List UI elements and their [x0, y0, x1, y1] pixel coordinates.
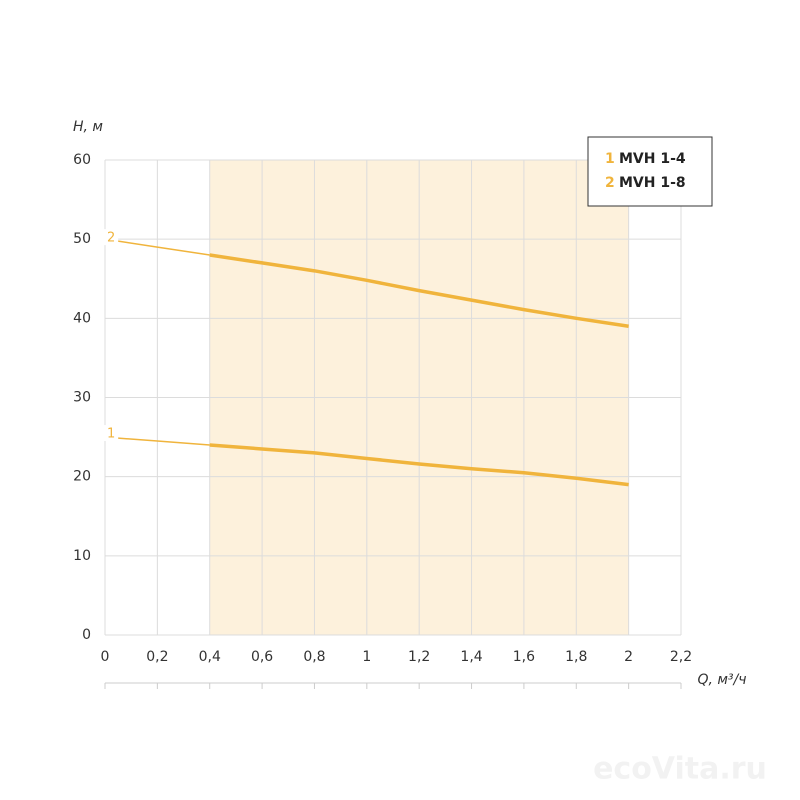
legend-label: MVH 1-4	[619, 151, 686, 167]
x-tick-label: 2,2	[670, 649, 692, 665]
x-tick-label: 1,8	[565, 649, 587, 665]
x-axis-label: Q, м³/ч	[697, 672, 746, 688]
y-tick-label: 0	[82, 627, 91, 643]
line-label: 1	[107, 427, 115, 442]
x-tick-label: 0,8	[303, 649, 325, 665]
line-label: 2	[107, 231, 115, 246]
legend-number: 1	[605, 151, 615, 167]
x-tick-label: 0	[101, 649, 110, 665]
x-tick-label: 1,4	[460, 649, 482, 665]
legend-box	[587, 136, 713, 207]
y-axis-label: H, м	[73, 119, 103, 135]
line-extension	[104, 436, 210, 446]
y-tick-label: 10	[73, 548, 91, 564]
watermark: ecoVita.ru	[593, 752, 767, 787]
x-tick-label: 0,4	[199, 649, 221, 665]
y-tick-label: 50	[73, 231, 91, 247]
line	[209, 443, 629, 487]
x-tick-label: 1	[362, 649, 371, 665]
x-tick-label: 1,6	[513, 649, 535, 665]
x-tick-label: 2	[624, 649, 633, 665]
line-label-bg	[104, 425, 119, 442]
legend-label: MVH 1-8	[619, 175, 686, 191]
x-tick-label: 1,2	[408, 649, 430, 665]
x-tick-label: 0,2	[146, 649, 168, 665]
line-label-bg	[104, 229, 119, 246]
y-tick-label: 60	[73, 152, 91, 168]
x-tick-label: 0,6	[251, 649, 273, 665]
y-tick-label: 30	[73, 390, 91, 406]
y-tick-label: 20	[73, 469, 91, 485]
line-extension	[104, 238, 210, 256]
line	[209, 253, 629, 328]
y-tick-label: 40	[73, 310, 91, 326]
legend-number: 2	[605, 175, 615, 191]
